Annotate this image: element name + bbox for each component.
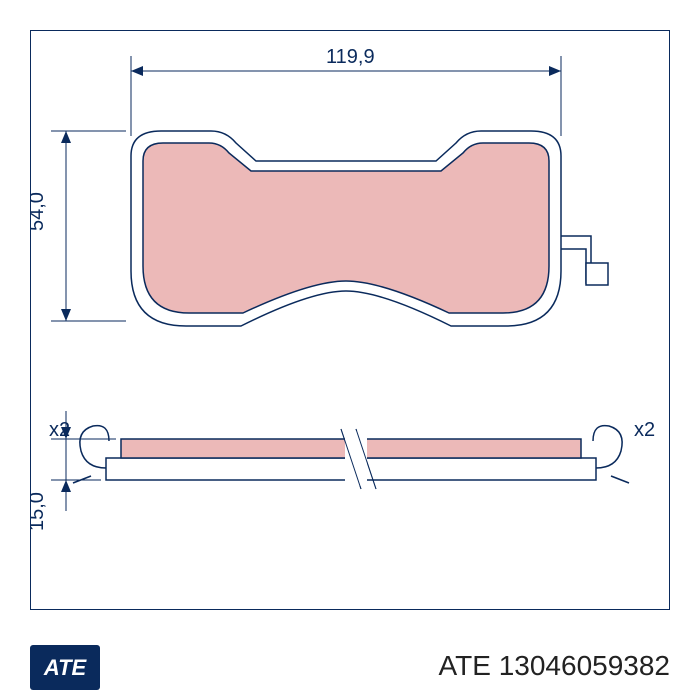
footer: ATE ATE 13046059382: [0, 640, 700, 700]
width-dimension: 119,9: [131, 46, 561, 136]
brand-logo: ATE: [30, 645, 100, 690]
clip-side-left: [73, 426, 109, 483]
thickness-dimension: 15,0: [31, 411, 116, 531]
clip-side-right: [593, 426, 629, 483]
brand-text: ATE: [44, 655, 86, 681]
width-label: 119,9: [326, 46, 375, 68]
height-dimension: 54,0: [31, 131, 126, 321]
clip-front-right: [561, 236, 608, 285]
part-number: ATE 13046059382: [439, 650, 670, 682]
brake-pad-side: x2 x2: [49, 419, 655, 489]
brake-pad-front: [131, 131, 608, 326]
clip-qty-right: x2: [634, 419, 655, 441]
height-label: 54,0: [31, 192, 48, 231]
diagram-frame: 119,9 54,0: [30, 30, 670, 610]
thickness-label: 15,0: [31, 492, 48, 531]
diagram-svg: 119,9 54,0: [31, 31, 671, 611]
